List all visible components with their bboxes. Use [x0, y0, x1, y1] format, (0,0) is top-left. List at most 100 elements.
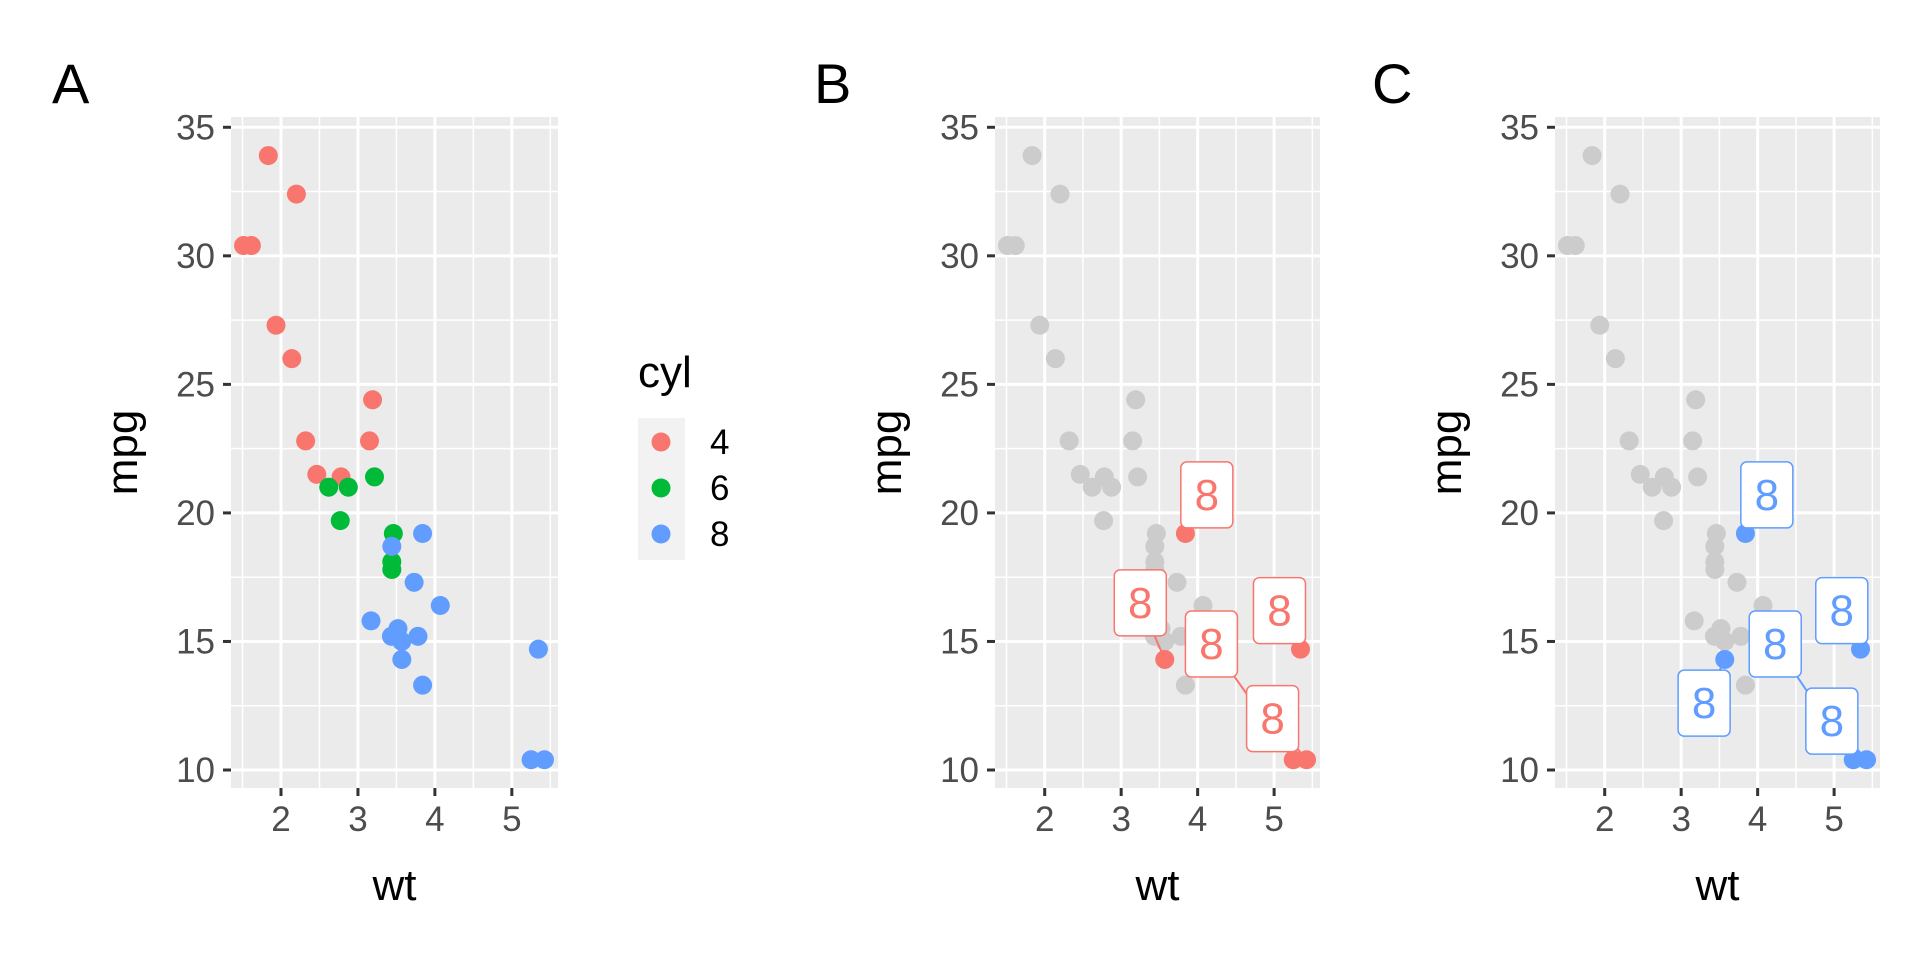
legend: cyl 4 6 8: [638, 348, 729, 560]
y-tick-label: 15: [940, 622, 979, 661]
y-tick-label: 25: [176, 365, 215, 404]
points: [234, 146, 554, 770]
grid-minor: [231, 117, 558, 788]
legend-label: 4: [710, 423, 729, 462]
point-label-text: 8: [1830, 587, 1854, 636]
plot-background: [231, 117, 558, 788]
data-point-cyl-8: [408, 626, 428, 646]
data-point-background: [1610, 184, 1630, 204]
y-tick-label: 20: [940, 494, 979, 533]
data-point-background: [1715, 631, 1735, 651]
y-axis-title: mpg: [98, 410, 147, 496]
point-label-text: 8: [1260, 695, 1284, 744]
data-point-background: [1082, 477, 1102, 497]
data-point-background: [1619, 431, 1639, 451]
point-label: 8: [1740, 461, 1794, 529]
data-point-background: [1705, 559, 1725, 579]
legend-key-8: [651, 524, 671, 544]
point-label: 8: [1252, 576, 1307, 645]
data-point-cyl-6: [338, 477, 358, 497]
point-label: 8: [1245, 684, 1300, 753]
data-point-background: [1050, 184, 1070, 204]
x-tick-label: 5: [1824, 800, 1843, 839]
point-label: 8: [1113, 569, 1168, 637]
y-tick-label: 35: [940, 108, 979, 147]
point-label-box: [1815, 576, 1869, 645]
data-point-background: [1753, 595, 1773, 615]
x-tick-label: 5: [1264, 800, 1283, 839]
data-point-cyl-8: [382, 536, 402, 556]
data-point-background: [1630, 464, 1650, 484]
data-point-background: [1582, 146, 1602, 166]
axes: 2 3 4 5 10 15 20 25 30 35: [1500, 108, 1844, 839]
data-point-cyl-8: [404, 572, 424, 592]
y-tick-label: 10: [1500, 751, 1539, 790]
point-label-text: 8: [1199, 620, 1223, 669]
data-point-background: [1193, 595, 1213, 615]
point-label: 8: [1180, 461, 1234, 529]
panel-tag: B: [814, 52, 851, 115]
data-point-cyl-4: [363, 390, 383, 410]
data-point-background: [1070, 464, 1090, 484]
grid-major: [1555, 117, 1880, 788]
data-point-cyl-8: [521, 750, 541, 770]
data-point-cyl-6: [319, 477, 339, 497]
data-point-background: [1688, 467, 1708, 487]
point-label-box: [1180, 461, 1234, 529]
data-point-background: [1030, 315, 1050, 335]
y-tick-label: 10: [940, 751, 979, 790]
y-tick-label: 20: [1500, 494, 1539, 533]
y-tick-label: 30: [940, 237, 979, 276]
point-label-text: 8: [1763, 620, 1787, 669]
data-point-background: [1705, 536, 1725, 556]
data-point-background: [1128, 467, 1148, 487]
y-tick-label: 35: [1500, 108, 1539, 147]
point-label-box: [1740, 461, 1794, 529]
y-tick-label: 30: [176, 237, 215, 276]
point-label-box: [1252, 576, 1307, 645]
x-tick-label: 2: [1035, 800, 1054, 839]
axes: 2 3 4 5 10 15 20 25 30 35: [940, 108, 1284, 839]
data-point-cyl-8: [534, 750, 554, 770]
data-point-background: [1175, 675, 1195, 695]
data-point-cyl-8: [392, 649, 412, 669]
data-point-cyl-4: [359, 431, 379, 451]
y-axis-title: mpg: [862, 410, 911, 496]
x-axis-title: wt: [372, 861, 417, 910]
point-label-box: [1805, 687, 1859, 755]
data-point-cyl-4: [296, 431, 316, 451]
data-point-cyl-8: [430, 595, 450, 615]
axes: 2 3 4 5 10 15 20 25 30 35: [176, 108, 522, 839]
y-tick-label: 20: [176, 494, 215, 533]
data-point-background: [1167, 572, 1187, 592]
data-point-background: [1102, 477, 1122, 497]
point-label-text: 8: [1820, 697, 1844, 746]
point-label: 8: [1748, 610, 1802, 678]
data-point-cyl-8: [413, 523, 433, 543]
data-point-background: [1094, 511, 1114, 531]
y-tick-label: 10: [176, 751, 215, 790]
point-label-box: [1748, 610, 1802, 678]
x-tick-label: 3: [1111, 800, 1130, 839]
data-point-cyl-6: [382, 559, 402, 579]
data-point-background: [1686, 390, 1706, 410]
data-point-background: [1565, 236, 1585, 256]
data-point-cyl-4: [282, 349, 302, 369]
data-point-background: [1642, 477, 1662, 497]
point-label-text: 8: [1128, 579, 1152, 628]
grid-major: [231, 117, 558, 788]
x-tick-label: 3: [348, 800, 367, 839]
data-point-background: [1684, 611, 1704, 631]
x-tick-label: 4: [1748, 800, 1767, 839]
y-tick-label: 35: [176, 108, 215, 147]
data-point-cyl-4: [266, 315, 286, 335]
data-point-cyl-4: [286, 184, 306, 204]
data-point-background: [1022, 146, 1042, 166]
y-tick-label: 15: [176, 622, 215, 661]
point-label: 8: [1184, 610, 1239, 678]
legend-label: 6: [710, 469, 729, 508]
point-label-box: [1113, 569, 1168, 637]
y-tick-label: 25: [940, 365, 979, 404]
point-label: 8: [1805, 687, 1859, 755]
